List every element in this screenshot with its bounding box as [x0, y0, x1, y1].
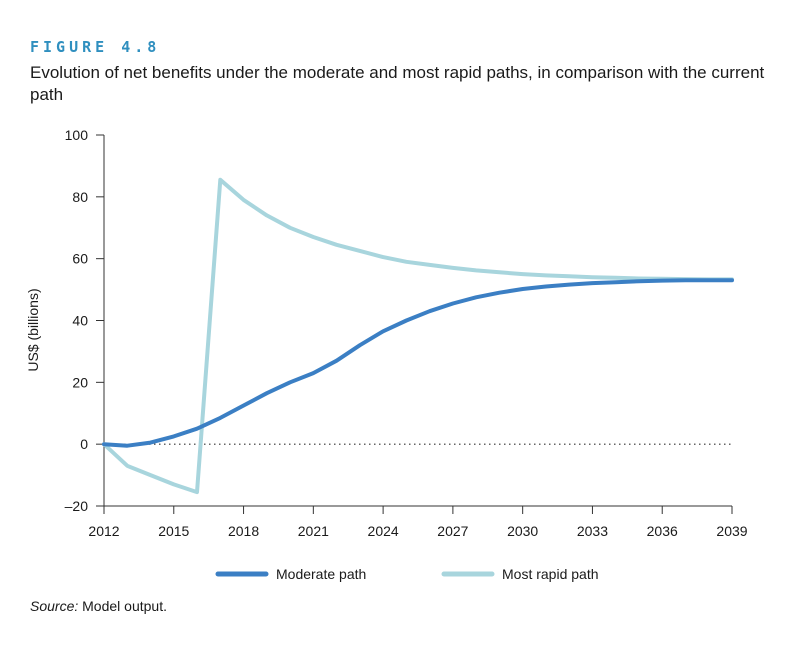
legend-label-most-rapid-path: Most rapid path	[502, 566, 599, 582]
figure-label: FIGURE 4.8	[30, 38, 161, 56]
most-rapid-path-line	[102, 177, 734, 495]
y-tick-label: 60	[72, 251, 88, 267]
x-tick-label: 2012	[88, 523, 119, 539]
series-layer	[102, 177, 734, 495]
y-tick-label: –20	[65, 498, 89, 514]
y-tick-label: 20	[72, 374, 88, 390]
x-tick-label: 2030	[507, 523, 538, 539]
source-prefix: Source:	[30, 598, 79, 614]
x-tick-label: 2024	[368, 523, 399, 539]
source-text: Model output.	[78, 598, 167, 614]
legend-label-moderate-path: Moderate path	[276, 566, 366, 582]
x-tick-label: 2015	[158, 523, 189, 539]
moderate-path-line	[102, 278, 734, 448]
axes: –20 0 20 40 60 80 100 2012 2015 2018 2021 2024 2027 2…	[65, 127, 748, 539]
x-tick-label: 2018	[228, 523, 259, 539]
x-tick-label: 2021	[298, 523, 329, 539]
legend: Moderate path Most rapid path	[215, 566, 599, 582]
x-tick-label: 2036	[647, 523, 678, 539]
y-tick-label: 40	[72, 313, 88, 329]
y-tick-label: 100	[65, 127, 89, 143]
x-tick-label: 2039	[716, 523, 747, 539]
x-tick-label: 2033	[577, 523, 608, 539]
y-tick-label: 0	[80, 436, 88, 452]
y-axis-label: US$ (billions)	[25, 288, 41, 371]
figure-title: Evolution of net benefits under the mode…	[30, 63, 765, 104]
source-note: Source: Model output.	[30, 598, 167, 614]
y-tick-label: 80	[72, 189, 88, 205]
x-tick-label: 2027	[437, 523, 468, 539]
